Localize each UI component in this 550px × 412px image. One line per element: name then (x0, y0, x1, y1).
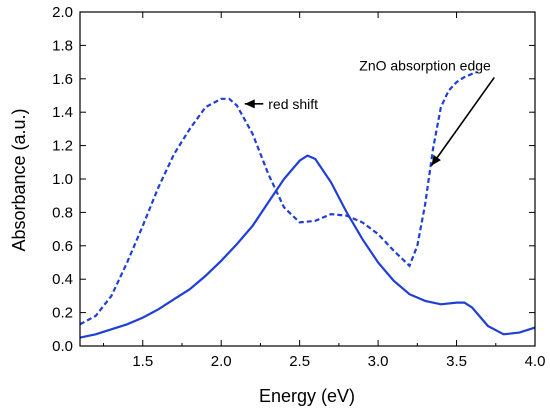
x-axis-title: Energy (eV) (259, 386, 355, 406)
series-layer (80, 71, 535, 339)
series-solid-line (80, 154, 535, 339)
annotation-label: ZnO absorption edge (359, 57, 491, 73)
annotation-arrowhead (431, 154, 441, 166)
y-axis-title: Absorbance (a.u.) (9, 108, 29, 251)
y-tick-label: 0.8 (52, 204, 73, 221)
y-tick-label: 0.0 (52, 338, 73, 355)
y-tick-label: 2.0 (52, 4, 73, 21)
annotations: ZnO absorption edge red shift (244, 57, 495, 167)
y-tick-label: 1.0 (52, 171, 73, 188)
x-tick-label: 2.0 (211, 353, 232, 370)
x-tick-label: 3.0 (368, 353, 389, 370)
y-tick-label: 0.4 (52, 271, 73, 288)
annotation-label: red shift (268, 96, 318, 112)
annotation-arrow (430, 76, 495, 167)
x-tick-label: 1.5 (132, 353, 153, 370)
y-tick-label: 1.8 (52, 37, 73, 54)
x-tick-label: 2.5 (289, 353, 310, 370)
y-tick-label: 1.4 (52, 104, 73, 121)
x-tick-label: 3.5 (446, 353, 467, 370)
y-tick-label: 1.6 (52, 71, 73, 88)
y-tick-label: 1.2 (52, 138, 73, 155)
y-tick-label: 0.2 (52, 305, 73, 322)
plot-frame (79, 11, 536, 347)
axis-ticks: 1.5 2.0 2.5 3.0 3.5 4.0 0.0 0.2 0.4 0.6 0.8 1.0 1.2 1… (52, 4, 545, 370)
series-dashed-line (80, 71, 478, 326)
annotation-arrowhead (244, 99, 255, 109)
x-tick-label: 4.0 (525, 353, 546, 370)
y-tick-label: 0.6 (52, 238, 73, 255)
